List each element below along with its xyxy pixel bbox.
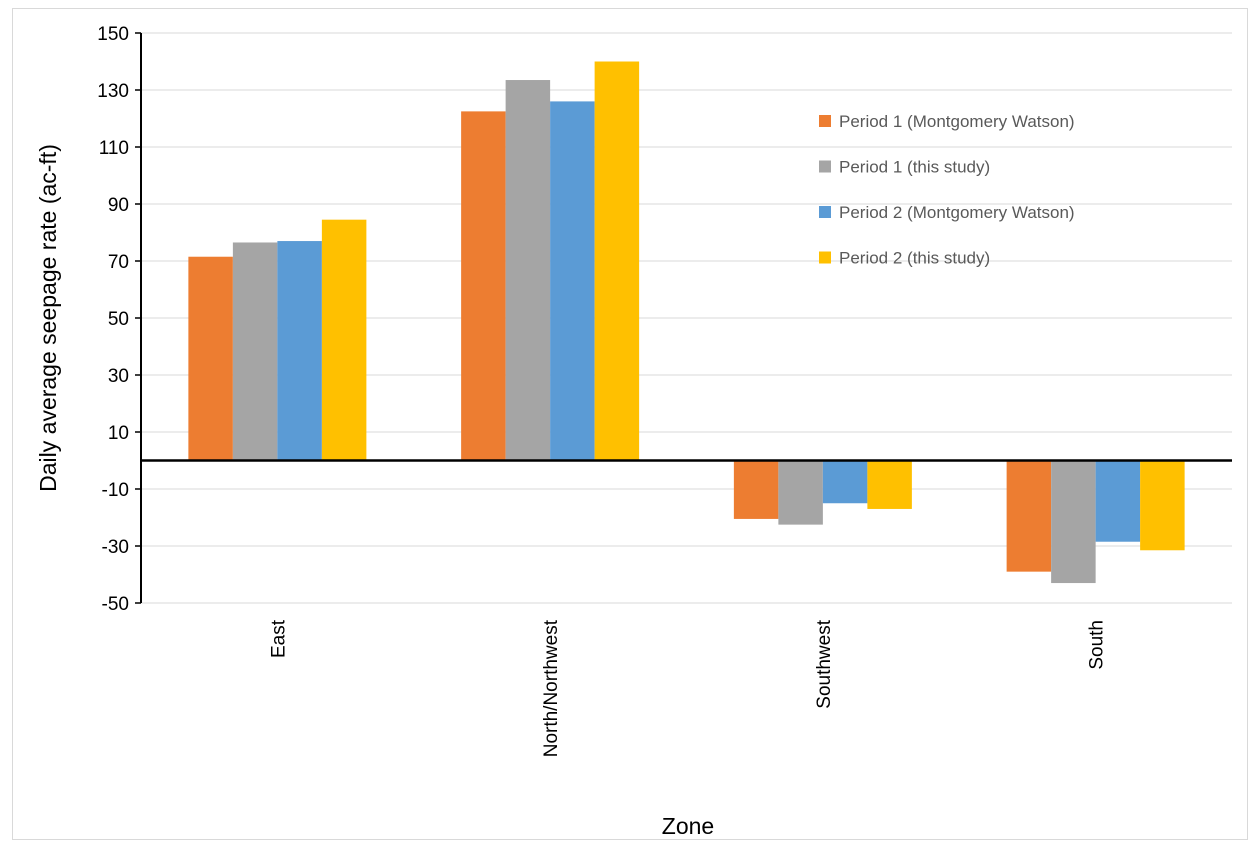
bar <box>594 61 640 461</box>
x-category-label: North/Northwest <box>541 619 562 757</box>
x-category-label: South <box>1087 620 1108 670</box>
bar <box>461 111 506 461</box>
y-tick-label: 10 <box>108 423 129 444</box>
legend: Period 1 (Montgomery Watson) Period 1 (th… <box>819 112 1075 268</box>
legend-swatch <box>819 160 831 173</box>
y-tick-label: 90 <box>108 195 129 216</box>
legend-label: Period 1 (this study) <box>839 158 990 177</box>
bar <box>1140 460 1185 551</box>
y-tick-label: -50 <box>102 594 129 615</box>
legend-swatch <box>819 206 831 218</box>
y-tick-label: -10 <box>102 480 129 501</box>
bar <box>822 460 868 504</box>
bar <box>277 241 322 461</box>
bar <box>550 101 595 461</box>
y-tick-label: 70 <box>108 252 129 273</box>
legend-label: Period 2 (this study) <box>839 249 990 268</box>
bar <box>232 242 278 461</box>
y-tick-label: -30 <box>102 537 129 558</box>
bar <box>1006 460 1052 572</box>
bar <box>321 219 367 461</box>
legend-label: Period 2 (Montgomery Watson) <box>839 203 1075 222</box>
y-tick-labels: 150 130 110 90 70 50 30 10 -10 -30 -50 <box>97 24 141 615</box>
bars <box>188 61 1185 584</box>
bar <box>733 460 779 519</box>
y-tick-label: 30 <box>108 366 129 387</box>
y-axis-title: Daily average seepage rate (ac-ft) <box>35 144 61 492</box>
bar <box>188 256 233 461</box>
x-axis-title: Zone <box>662 813 714 839</box>
x-category-labels: East North/Northwest Southwest South <box>268 619 1107 757</box>
bar <box>867 460 912 509</box>
y-tick-label: 150 <box>97 24 129 45</box>
legend-swatch <box>819 115 831 127</box>
bar <box>1095 460 1141 542</box>
bar <box>505 80 551 461</box>
legend-label: Period 1 (Montgomery Watson) <box>839 112 1075 131</box>
bar <box>1051 460 1096 584</box>
x-category-label: East <box>268 619 289 658</box>
gridlines <box>141 32 1232 604</box>
bar <box>778 460 823 525</box>
y-tick-label: 50 <box>108 309 129 330</box>
y-tick-label: 110 <box>99 138 129 159</box>
y-tick-label: 130 <box>97 81 129 102</box>
x-category-label: Southwest <box>814 619 835 708</box>
legend-swatch <box>819 251 831 264</box>
